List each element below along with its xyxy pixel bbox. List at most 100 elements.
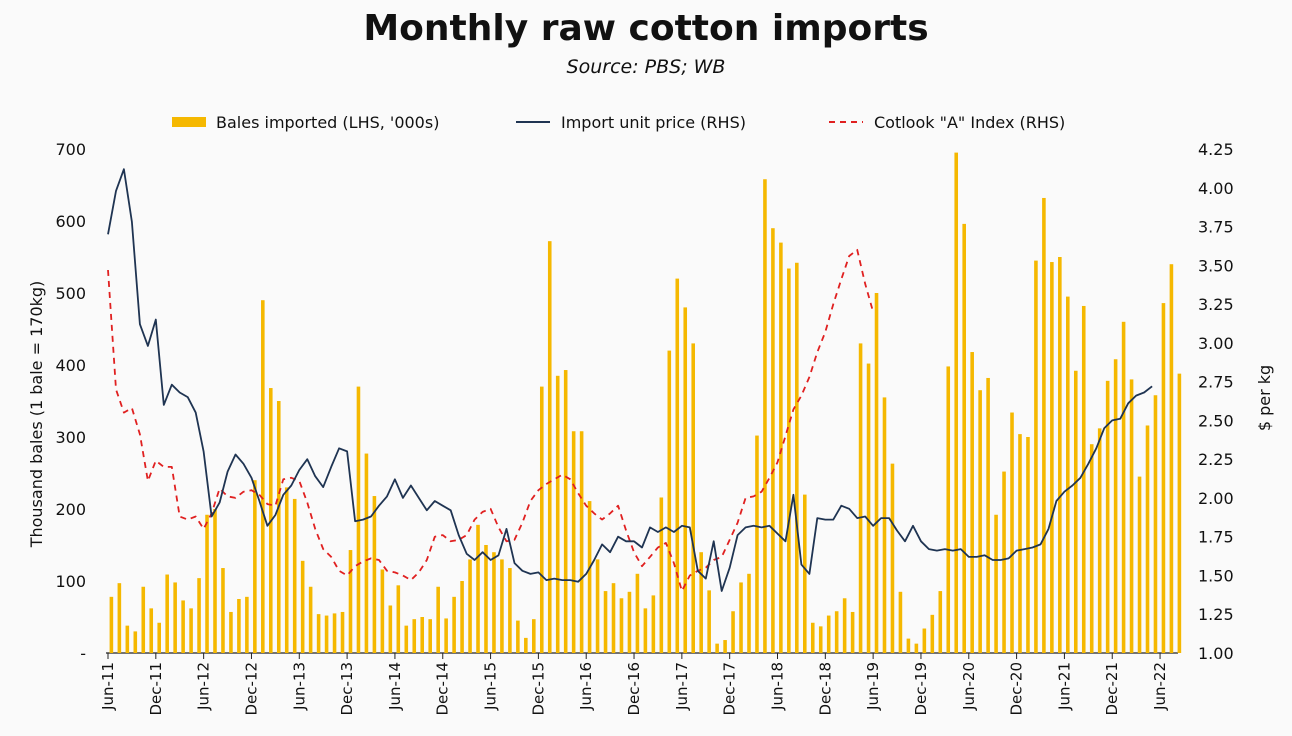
x-tick-label: Dec-20 — [1008, 662, 1026, 716]
lines-layer — [107, 168, 1153, 592]
bar — [133, 631, 138, 653]
bar — [1145, 425, 1150, 653]
x-tick-label: Jun-13 — [290, 662, 308, 711]
bar — [221, 568, 225, 653]
bar — [476, 524, 480, 653]
bar — [675, 278, 680, 653]
bar — [683, 307, 688, 653]
bar — [938, 591, 943, 653]
bar — [890, 463, 895, 653]
legend-bars-swatch — [172, 117, 206, 127]
bar — [468, 559, 472, 653]
bar — [436, 586, 440, 653]
bar — [667, 350, 672, 653]
bar — [460, 581, 464, 653]
bar — [388, 605, 393, 653]
y-right-tick-label: 1.50 — [1198, 566, 1234, 585]
y-left-tick-label: - — [80, 644, 86, 663]
bar — [595, 559, 600, 653]
bar — [1002, 471, 1006, 653]
bar — [898, 591, 903, 653]
y-right-tick-label: 1.25 — [1198, 605, 1234, 624]
x-tick-label: Dec-18 — [816, 662, 834, 716]
bar — [651, 595, 656, 653]
bar — [412, 619, 417, 653]
bar — [659, 497, 664, 653]
import-unit-price-line — [107, 168, 1153, 592]
chart-title: Monthly raw cotton imports — [363, 8, 929, 49]
y-right-tick-label: 2.25 — [1198, 450, 1234, 469]
bar — [810, 622, 815, 653]
x-tick-label: Dec-14 — [434, 662, 452, 716]
bar — [332, 613, 337, 653]
x-tick-label: Jun-17 — [673, 662, 691, 711]
x-tick-label: Jun-20 — [960, 662, 978, 711]
bar — [787, 268, 791, 653]
bar — [372, 496, 377, 653]
bar — [731, 611, 735, 653]
bar — [1018, 434, 1022, 653]
y-axis-right-title: $ per kg — [1255, 365, 1274, 431]
bar — [970, 352, 974, 653]
bar — [1066, 296, 1070, 653]
bar — [882, 397, 887, 653]
bar — [1042, 197, 1046, 653]
bar — [245, 596, 249, 653]
bar — [946, 366, 951, 653]
x-tick-label: Jun-22 — [1151, 662, 1169, 711]
legend-bars-label: Bales imported (LHS, '000s) — [216, 113, 439, 132]
y-left-tick-label: 100 — [55, 572, 86, 591]
bar — [619, 598, 624, 653]
bar — [763, 179, 767, 654]
bar — [587, 501, 592, 653]
bar — [842, 598, 847, 653]
bar — [524, 637, 528, 653]
y-right-tick-label: 3.25 — [1198, 295, 1234, 314]
bar — [563, 370, 568, 653]
bar — [117, 583, 122, 653]
bar — [444, 618, 448, 653]
bar — [1177, 373, 1182, 653]
bar — [954, 152, 959, 653]
y-right-tick-label: 2.50 — [1198, 411, 1234, 430]
bar — [1105, 380, 1110, 653]
bars-series — [109, 152, 1182, 654]
bar — [771, 228, 775, 653]
y-left-tick-label: 300 — [55, 428, 86, 447]
bar — [237, 599, 241, 653]
bar — [165, 574, 169, 653]
bar — [284, 487, 289, 653]
bar — [834, 611, 839, 653]
bar — [795, 262, 799, 653]
x-tick-label: Jun-15 — [482, 662, 500, 711]
bar — [300, 560, 305, 653]
y-axis-left-title: Thousand bales (1 bale = 170kg) — [27, 281, 46, 549]
y-right-tick-label: 3.50 — [1198, 256, 1234, 275]
bar — [611, 583, 616, 653]
bar — [1137, 476, 1142, 653]
y-right-tick-label: 3.75 — [1198, 218, 1234, 237]
cotlook-index-line — [107, 248, 874, 592]
x-tick-label: Dec-21 — [1103, 662, 1121, 716]
bar — [691, 343, 696, 653]
bar — [1058, 257, 1062, 653]
bar — [906, 638, 911, 653]
bar — [1026, 437, 1030, 653]
bar — [739, 582, 743, 653]
bar — [539, 386, 544, 653]
bar — [555, 375, 560, 653]
bar — [125, 625, 130, 653]
bar — [109, 596, 114, 653]
bar — [149, 608, 154, 653]
x-tick-label: Jun-14 — [386, 662, 404, 711]
bar — [508, 568, 512, 653]
bar — [1169, 264, 1174, 653]
chart-subtitle: Source: PBS; WB — [566, 56, 726, 78]
bar — [930, 614, 935, 653]
bar — [516, 620, 520, 653]
y-right-tick-label: 1.00 — [1198, 644, 1234, 663]
y-right-tick-label: 1.75 — [1198, 528, 1234, 547]
bar — [627, 591, 632, 653]
legend: Bales imported (LHS, '000s) Import unit … — [172, 113, 1065, 132]
y-left-tick-label: 700 — [55, 140, 86, 159]
